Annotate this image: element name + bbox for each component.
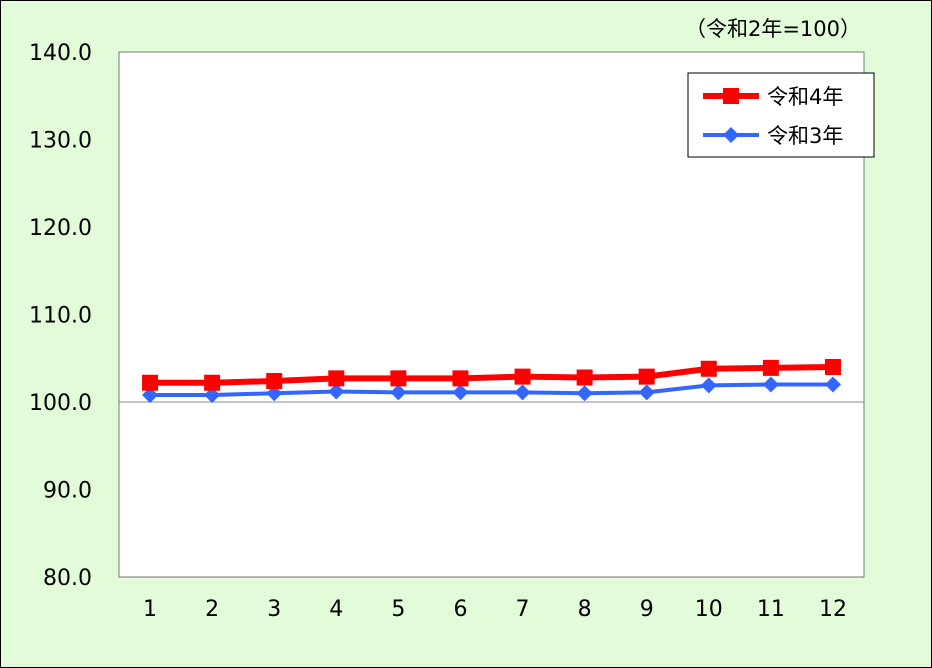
- y-tick-label: 110.0: [29, 304, 92, 329]
- data-point-series-1: [638, 368, 655, 385]
- x-tick-label: 6: [453, 597, 467, 622]
- data-point-series-1: [576, 369, 593, 386]
- data-point-series-1: [266, 373, 283, 389]
- series-layer: [142, 359, 841, 403]
- y-axis: 80.0 90.0 100.0 110.0 120.0 130.0 140.0: [29, 41, 92, 591]
- x-tick-label: 4: [329, 597, 343, 622]
- y-tick-label: 80.0: [43, 566, 92, 591]
- data-point-series-1: [824, 359, 841, 375]
- data-point-series-2: [824, 376, 841, 393]
- legend-label-series-1: 令和4年: [767, 85, 843, 109]
- data-point-series-2: [328, 383, 345, 400]
- x-tick-label: 8: [578, 597, 592, 622]
- data-point-series-2: [514, 384, 531, 401]
- data-point-series-2: [204, 387, 221, 403]
- x-tick-label: 7: [516, 597, 530, 622]
- legend-label-series-2: 令和3年: [767, 124, 843, 148]
- data-point-series-1: [514, 368, 531, 385]
- data-point-series-1: [142, 374, 159, 391]
- series-line-1: [150, 364, 834, 386]
- x-tick-label: 11: [757, 597, 785, 622]
- data-point-series-1: [204, 374, 221, 391]
- legend: 令和4年 令和3年: [687, 72, 875, 158]
- x-tick-label: 2: [205, 597, 219, 622]
- data-point-series-2: [390, 384, 407, 401]
- y-tick-label: 130.0: [29, 129, 92, 154]
- x-tick-label: 1: [143, 597, 157, 622]
- data-point-series-2: [266, 385, 283, 402]
- legend-marker-series-1: [723, 88, 739, 104]
- data-point-series-2: [576, 385, 593, 402]
- x-tick-label: 3: [267, 597, 281, 622]
- x-tick-label: 5: [391, 597, 405, 622]
- data-point-series-1: [390, 370, 407, 387]
- data-point-series-2: [142, 387, 159, 403]
- data-point-series-1: [700, 360, 717, 377]
- x-tick-label: 9: [640, 597, 654, 622]
- legend-marker-series-2: [723, 127, 739, 143]
- data-point-series-2: [638, 384, 655, 401]
- x-tick-label: 12: [819, 597, 847, 622]
- x-tick-label: 10: [695, 597, 723, 622]
- data-point-series-2: [700, 377, 717, 394]
- unit-note: （令和2年=100）: [685, 17, 861, 41]
- series-line-2: [150, 382, 833, 397]
- data-point-series-1: [452, 370, 469, 387]
- data-point-series-2: [762, 376, 779, 393]
- data-point-series-1: [762, 359, 779, 376]
- legend-box: [687, 72, 875, 158]
- y-tick-label: 120.0: [29, 216, 92, 241]
- data-point-series-1: [328, 370, 345, 387]
- y-tick-label: 100.0: [29, 391, 92, 416]
- y-tick-label: 90.0: [43, 479, 92, 504]
- x-axis: 1 2 3 4 5 6 7 8 9 10 11 12: [143, 597, 847, 622]
- y-tick-label: 140.0: [29, 41, 92, 66]
- data-point-series-2: [452, 384, 469, 401]
